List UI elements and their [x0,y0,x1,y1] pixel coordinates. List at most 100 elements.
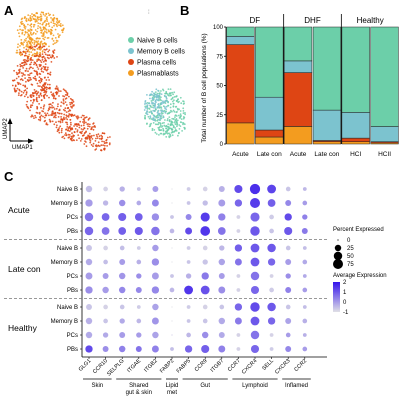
umap-point [157,126,160,129]
umap-point [179,115,182,118]
umap-point [183,116,186,119]
bar-segment [341,137,370,142]
umap-point [39,118,42,120]
umap-point [152,109,155,112]
umap-point [42,107,45,110]
umap-point [172,102,175,105]
umap-point [26,87,28,90]
umap-point [21,79,24,82]
umap-point [158,94,161,96]
dot [134,226,143,236]
dot [151,213,160,221]
umap-point [42,22,45,24]
umap-point [63,116,65,119]
umap-point [54,37,57,39]
umap-point [48,118,51,121]
umap-point [25,67,28,70]
umap-point [13,87,16,90]
condition-label: Acute [8,205,30,215]
umap-point [151,127,154,130]
umap-point [178,117,181,119]
gene-label: CXCR4 [241,358,258,375]
dot [250,344,260,354]
umap-point [164,119,166,121]
umap-point [44,76,46,79]
size-legend-dot [333,259,343,269]
dot [170,347,174,351]
dot [202,259,208,265]
umap-point [98,135,101,138]
umap-point [173,91,176,94]
umap-point [71,132,73,135]
umap-point [174,123,177,126]
umap-point [47,37,50,39]
x-tick-label: Late con [314,151,339,158]
dot [118,199,126,207]
umap-point [57,120,60,123]
umap-point [42,37,44,40]
dot [136,187,141,191]
umap-point [17,43,19,46]
bar-segment [341,112,370,139]
bar-segment [283,26,313,62]
umap-point [25,80,27,83]
bar-segment [283,126,313,145]
umap-point [152,117,155,120]
umap-point [38,112,41,115]
umap-point [41,53,44,55]
umap-point [174,121,176,124]
umap-point [35,45,38,47]
umap-point [100,138,103,141]
dot [186,201,191,205]
umap-point [30,44,32,46]
umap-point [56,124,58,127]
umap-point [65,128,68,131]
umap-point [172,109,175,112]
legend-swatch [128,48,134,54]
x-tick-label: HCII [378,151,391,158]
umap-point [172,105,175,108]
umap-point [26,45,29,48]
umap-point [42,11,44,14]
umap-point [103,147,106,150]
umap-point [171,100,174,103]
tiny-mark: ⁞ [148,10,150,16]
umap-point [167,123,170,125]
dot [85,258,93,266]
umap-point [55,93,58,96]
umap-point [39,43,41,46]
umap-point [40,99,43,101]
umap-point [55,126,58,129]
dot [152,244,159,252]
dot [285,259,292,265]
color-legend-title: Average Expression [333,273,387,279]
umap-point [36,16,39,19]
umap-point [182,107,185,110]
umap-point [44,119,47,122]
umap-point [34,29,37,31]
dot [302,274,307,278]
umap-point [26,36,29,38]
umap-point [64,107,67,110]
umap-point [38,103,40,105]
umap-point [81,130,83,133]
umap-point [52,18,55,21]
dot [269,347,274,351]
umap-point [79,120,82,123]
color-legend-tick: 2 [343,280,347,286]
umap-point [69,127,72,130]
umap-point [37,85,40,87]
umap-point [52,22,55,25]
umap-point [144,117,147,120]
dot [200,212,210,222]
umap-point [184,113,187,116]
umap-point [22,29,24,32]
umap-point [37,22,40,24]
umap-point [38,76,41,78]
umap-point [33,117,35,119]
umap-point [146,123,148,125]
umap-point [34,77,37,80]
umap-point [22,50,25,53]
umap-point [148,125,151,128]
umap-point [24,26,27,28]
